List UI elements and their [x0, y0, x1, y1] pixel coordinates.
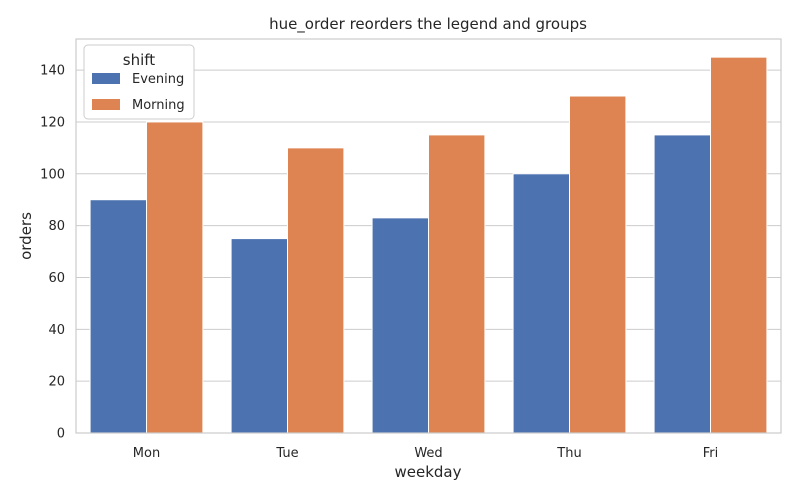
bar-morning-fri	[710, 56, 768, 434]
x-axis-label: weekday	[394, 463, 461, 481]
x-tick-label: Wed	[414, 446, 442, 461]
bar-morning-mon	[146, 121, 204, 434]
bar-evening-tue	[230, 238, 289, 434]
bar-evening-mon	[89, 199, 147, 434]
legend: shift Evening Morning	[83, 44, 195, 120]
y-axis-ticks: 0 20 40 60 80 100 120 140	[40, 64, 65, 442]
bar-evening-wed	[371, 217, 430, 434]
chart-title: hue_order reorders the legend and groups	[269, 15, 587, 34]
legend-swatch-evening	[92, 73, 120, 84]
y-tick-label: 40	[48, 323, 65, 338]
y-tick-label: 120	[40, 115, 65, 130]
bar-morning-tue	[287, 147, 345, 434]
x-tick-label: Tue	[275, 446, 298, 461]
bar-evening-thu	[512, 173, 570, 434]
plot-frame	[75, 38, 782, 434]
y-tick-label: 0	[57, 427, 65, 442]
y-axis-label: orders	[17, 212, 35, 260]
bars	[89, 56, 768, 434]
legend-swatch-morning	[92, 99, 120, 110]
legend-title: shift	[123, 51, 156, 69]
plot-border	[75, 38, 782, 434]
x-tick-label: Mon	[133, 446, 160, 461]
x-tick-label: Thu	[556, 446, 581, 461]
legend-label-evening: Evening	[132, 72, 184, 87]
bar-morning-wed	[428, 134, 486, 434]
y-tick-label: 140	[40, 64, 65, 79]
x-axis-ticks: Mon Tue Wed Thu Fri	[133, 446, 718, 461]
bar-morning-thu	[569, 95, 627, 434]
bar-evening-fri	[653, 134, 711, 434]
y-tick-label: 20	[48, 375, 65, 390]
y-tick-label: 60	[48, 271, 65, 286]
legend-label-morning: Morning	[132, 98, 185, 113]
y-tick-label: 100	[40, 167, 65, 182]
x-tick-label: Fri	[703, 446, 719, 461]
y-tick-label: 80	[48, 219, 65, 234]
